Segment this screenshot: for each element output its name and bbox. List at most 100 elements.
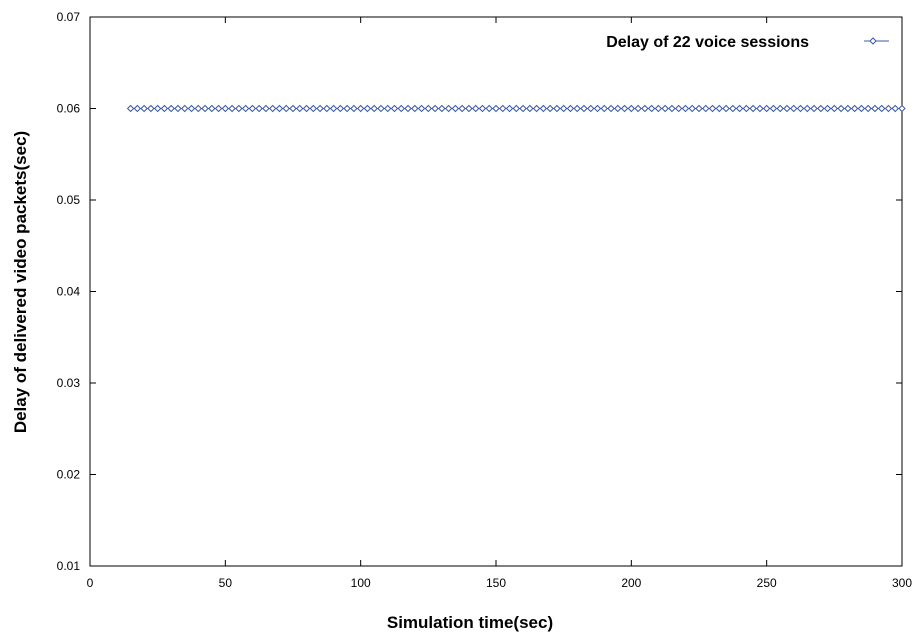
data-point xyxy=(363,104,372,113)
data-point xyxy=(850,104,859,113)
series-layer xyxy=(126,104,906,113)
data-point xyxy=(634,104,642,113)
data-point xyxy=(174,104,182,113)
data-point xyxy=(864,104,872,113)
data-point xyxy=(241,104,250,113)
data-point xyxy=(526,104,534,113)
data-point xyxy=(181,104,189,113)
y-tick-label: 0.04 xyxy=(57,285,81,299)
data-point xyxy=(147,104,155,113)
data-point xyxy=(329,104,338,113)
data-point xyxy=(201,104,209,113)
x-tick-label: 0 xyxy=(87,576,94,590)
data-point xyxy=(377,104,385,113)
data-point xyxy=(837,104,845,113)
data-point xyxy=(465,104,473,113)
data-point xyxy=(309,104,318,113)
x-tick-label: 150 xyxy=(486,576,506,590)
data-point xyxy=(553,104,561,113)
data-point xyxy=(769,104,778,113)
data-point xyxy=(160,104,169,113)
legend: Delay of 22 voice sessions xyxy=(606,34,889,51)
x-axis-ticks: 0 50 100 150 200 250 300 xyxy=(87,17,912,590)
data-point xyxy=(519,104,527,113)
y-tick-label: 0.01 xyxy=(57,559,81,573)
data-point xyxy=(742,104,751,113)
data-point xyxy=(140,104,148,113)
data-point xyxy=(444,104,453,113)
data-point xyxy=(891,104,899,113)
data-point xyxy=(877,104,886,113)
data-point xyxy=(857,104,866,113)
data-point xyxy=(316,104,324,113)
data-point xyxy=(275,104,284,113)
data-point xyxy=(810,104,818,113)
data-point xyxy=(647,104,656,113)
data-point xyxy=(559,104,568,113)
data-point xyxy=(262,104,270,113)
data-point xyxy=(614,104,622,113)
data-point xyxy=(343,104,351,113)
data-point xyxy=(235,104,243,113)
data-point xyxy=(350,104,358,113)
data-point xyxy=(566,104,575,113)
data-point xyxy=(587,104,595,113)
data-point xyxy=(532,104,541,113)
x-tick-label: 200 xyxy=(621,576,641,590)
data-point xyxy=(708,104,717,113)
data-point xyxy=(485,104,493,113)
data-point xyxy=(424,104,433,113)
data-point xyxy=(384,104,392,113)
data-point xyxy=(214,104,223,113)
data-point xyxy=(296,104,304,113)
data-point xyxy=(898,104,906,113)
data-point xyxy=(356,104,365,113)
legend-label: Delay of 22 voice sessions xyxy=(606,34,809,51)
data-point xyxy=(404,104,412,113)
data-point xyxy=(255,104,263,113)
data-point xyxy=(499,104,507,113)
x-axis-title: Simulation time(sec) xyxy=(387,613,553,632)
data-point xyxy=(674,104,683,113)
x-tick-label: 300 xyxy=(892,576,912,590)
data-point xyxy=(695,104,703,113)
data-point xyxy=(776,104,784,113)
x-tick-label: 50 xyxy=(219,576,233,590)
data-point xyxy=(208,104,216,113)
data-point xyxy=(600,104,608,113)
data-point xyxy=(735,104,744,113)
data-point xyxy=(248,104,257,113)
legend-marker-sample xyxy=(869,37,877,45)
data-point xyxy=(417,104,426,113)
data-point xyxy=(282,104,290,113)
data-point xyxy=(668,104,676,113)
data-point xyxy=(715,104,724,113)
data-point xyxy=(471,104,480,113)
data-point xyxy=(817,104,825,113)
data-point xyxy=(153,104,162,113)
data-point xyxy=(830,104,839,113)
data-point xyxy=(133,104,142,113)
data-point xyxy=(546,104,554,113)
data-point xyxy=(607,104,615,113)
data-point xyxy=(289,104,297,113)
data-point xyxy=(431,104,439,113)
data-point xyxy=(702,104,710,113)
data-point xyxy=(654,104,663,113)
data-point xyxy=(492,104,500,113)
data-point xyxy=(539,104,548,113)
data-point xyxy=(762,104,771,113)
data-point xyxy=(126,104,135,113)
data-point xyxy=(438,104,446,113)
data-point xyxy=(478,104,487,113)
data-point xyxy=(783,104,791,113)
data-point xyxy=(390,104,399,113)
data-point xyxy=(729,104,737,113)
y-tick-label: 0.06 xyxy=(57,102,81,116)
y-tick-label: 0.07 xyxy=(57,10,81,24)
y-axis-ticks: 0.01 0.02 0.03 0.04 0.05 0.06 0.07 xyxy=(57,10,902,573)
data-point xyxy=(593,104,602,113)
data-point xyxy=(627,104,636,113)
y-tick-label: 0.03 xyxy=(57,376,81,390)
